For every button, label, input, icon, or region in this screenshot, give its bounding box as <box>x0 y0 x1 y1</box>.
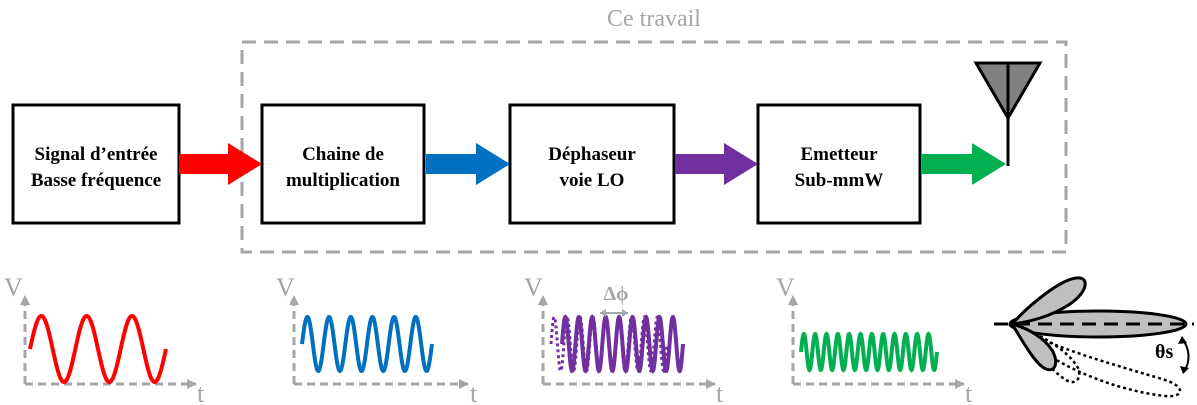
multiplication-chain-label-line1: Chaine de <box>302 144 384 165</box>
transmitter-label-line2: Sub-mmW <box>795 170 884 191</box>
transmitter-label-line1: Emetteur <box>800 144 878 165</box>
waveform-plot-multiplied: V t <box>276 273 478 405</box>
steering-angle-label: θs <box>1155 341 1173 363</box>
arrow-input-to-multiplier <box>179 143 262 185</box>
y-axis-label: V <box>524 273 543 302</box>
signal-waveform <box>28 313 168 385</box>
radiation-pattern: θs <box>994 276 1194 398</box>
work-frame-label: Ce travail <box>607 6 701 32</box>
arrow-shifter-to-transmitter <box>675 143 758 185</box>
arrow-multiplier-to-shifter <box>426 143 510 185</box>
y-axis-label: V <box>276 273 295 302</box>
multiplication-chain-label-line2: multiplication <box>286 170 400 191</box>
y-axis-label: V <box>776 273 795 302</box>
phase-shift-arrow-left <box>600 309 606 317</box>
input-signal-block <box>11 103 181 225</box>
x-axis-label: t <box>197 379 205 405</box>
arc-arrow-top <box>1178 336 1187 344</box>
arc-arrow-bottom <box>1180 366 1189 374</box>
lower-lobe <box>1008 321 1058 372</box>
arrow-transmitter-to-antenna <box>922 143 1006 185</box>
signal-waveform <box>799 331 939 373</box>
upper-lobe <box>1008 276 1087 326</box>
x-axis-label: t <box>965 379 973 405</box>
work-frame <box>240 40 1068 254</box>
waveform-plot-transmitted: V t <box>776 273 973 405</box>
multiplication-chain-block <box>260 103 426 225</box>
x-axis-label: t <box>716 379 724 405</box>
waveform-plot-phase-shifted: V t Δϕ <box>524 273 724 405</box>
phase-shift-label: Δϕ <box>603 283 628 305</box>
x-axis-label: t <box>470 379 478 405</box>
waveform-plot-input: V t <box>4 273 205 405</box>
input-signal-label-line1: Signal d’entrée <box>35 144 158 165</box>
signal-waveform <box>300 314 434 374</box>
phase-shift-arrow-right <box>622 309 628 317</box>
shifted-waveform <box>560 314 685 374</box>
y-axis-label: V <box>4 273 23 302</box>
phase-shifter-label-line2: voie LO <box>560 170 625 191</box>
input-signal-label-line2: Basse fréquence <box>31 170 161 191</box>
transmitter-block <box>756 103 922 225</box>
phase-shifter-label-line1: Déphaseur <box>548 144 636 165</box>
